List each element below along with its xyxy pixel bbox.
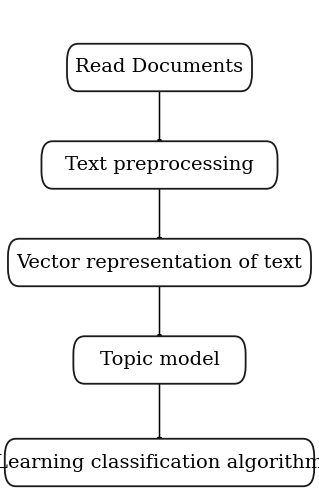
FancyBboxPatch shape bbox=[73, 336, 246, 384]
Text: Topic model: Topic model bbox=[100, 351, 219, 369]
Text: Text preprocessing: Text preprocessing bbox=[65, 156, 254, 174]
FancyBboxPatch shape bbox=[5, 439, 314, 486]
FancyBboxPatch shape bbox=[67, 44, 252, 91]
Text: Read Documents: Read Documents bbox=[75, 58, 244, 76]
Text: Learning classification algorithm: Learning classification algorithm bbox=[0, 454, 319, 471]
FancyBboxPatch shape bbox=[8, 239, 311, 286]
Text: Vector representation of text: Vector representation of text bbox=[17, 254, 302, 272]
FancyBboxPatch shape bbox=[41, 141, 278, 188]
